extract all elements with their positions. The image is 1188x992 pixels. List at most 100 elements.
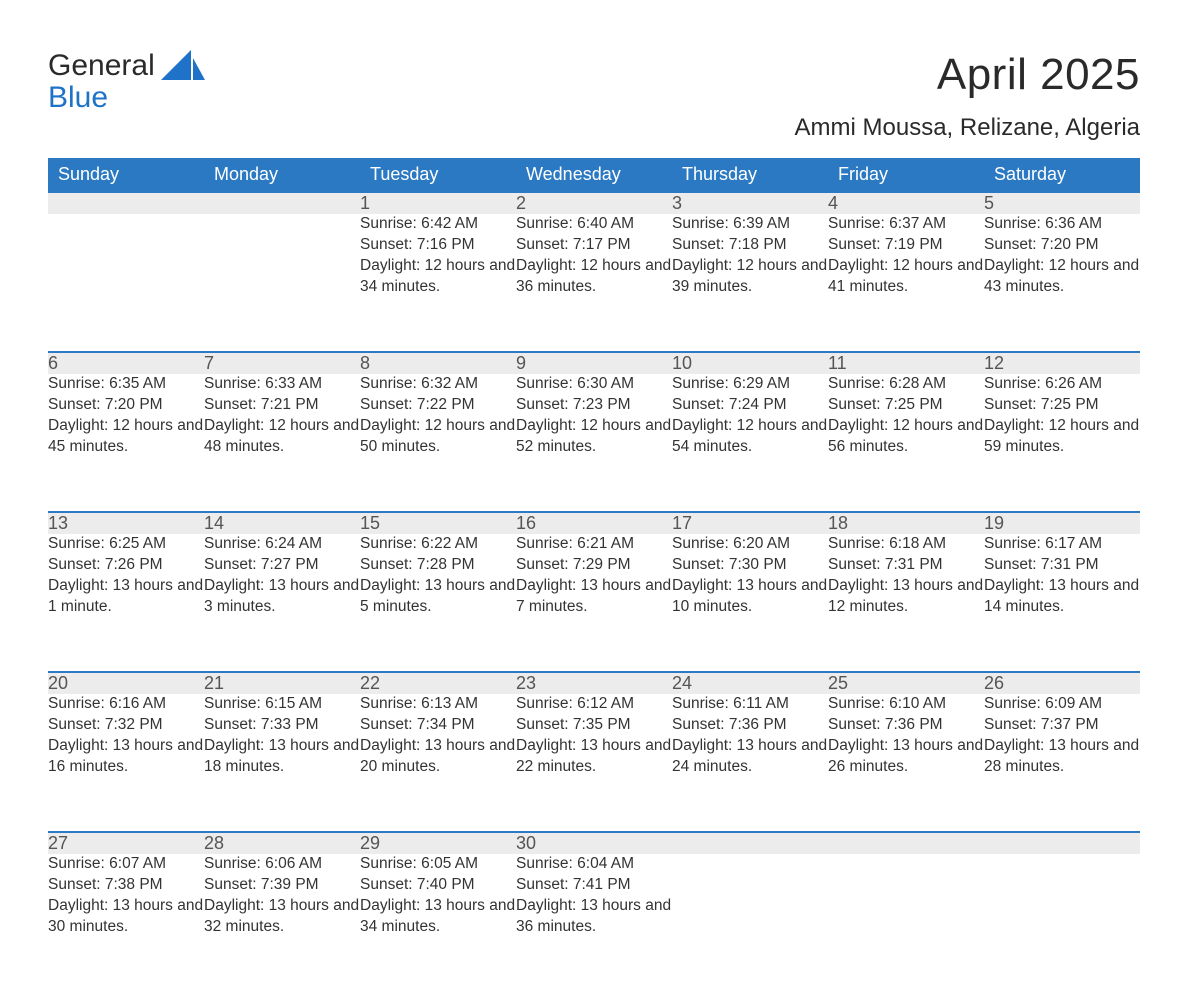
day-number-cell: 28: [204, 832, 360, 854]
day-data-cell: Sunrise: 6:22 AMSunset: 7:28 PMDaylight:…: [360, 534, 516, 672]
day-header: Sunday: [48, 158, 204, 192]
day-data-cell: Sunrise: 6:15 AMSunset: 7:33 PMDaylight:…: [204, 694, 360, 832]
sunrise-line: Sunrise: 6:10 AM: [828, 694, 984, 715]
day-number-cell: 1: [360, 192, 516, 214]
daylight-line: Daylight: 13 hours and 10 minutes.: [672, 576, 828, 618]
day-number-cell: [672, 832, 828, 854]
daylight-line: Daylight: 13 hours and 12 minutes.: [828, 576, 984, 618]
sunrise-line: Sunrise: 6:30 AM: [516, 374, 672, 395]
sunrise-line: Sunrise: 6:33 AM: [204, 374, 360, 395]
day-number-cell: 23: [516, 672, 672, 694]
day-data-cell: Sunrise: 6:40 AMSunset: 7:17 PMDaylight:…: [516, 214, 672, 352]
day-number-cell: 26: [984, 672, 1140, 694]
day-number-cell: 29: [360, 832, 516, 854]
day-data-cell: [828, 854, 984, 992]
sunset-line: Sunset: 7:36 PM: [672, 715, 828, 736]
day-data-cell: Sunrise: 6:28 AMSunset: 7:25 PMDaylight:…: [828, 374, 984, 512]
daylight-line: Daylight: 13 hours and 5 minutes.: [360, 576, 516, 618]
daylight-line: Daylight: 13 hours and 26 minutes.: [828, 736, 984, 778]
sunrise-line: Sunrise: 6:21 AM: [516, 534, 672, 555]
day-number-cell: 20: [48, 672, 204, 694]
day-number-cell: 19: [984, 512, 1140, 534]
sail-icon: [161, 50, 205, 80]
day-data-cell: Sunrise: 6:35 AMSunset: 7:20 PMDaylight:…: [48, 374, 204, 512]
sunrise-line: Sunrise: 6:20 AM: [672, 534, 828, 555]
week-daydata-row: Sunrise: 6:07 AMSunset: 7:38 PMDaylight:…: [48, 854, 1140, 992]
logo: General Blue: [48, 50, 205, 113]
daylight-line: Daylight: 12 hours and 54 minutes.: [672, 416, 828, 458]
day-data-cell: Sunrise: 6:17 AMSunset: 7:31 PMDaylight:…: [984, 534, 1140, 672]
day-number-cell: 9: [516, 352, 672, 374]
day-number-cell: 3: [672, 192, 828, 214]
sunrise-line: Sunrise: 6:39 AM: [672, 214, 828, 235]
day-data-cell: Sunrise: 6:05 AMSunset: 7:40 PMDaylight:…: [360, 854, 516, 992]
day-number-cell: 12: [984, 352, 1140, 374]
week-daynum-row: 20212223242526: [48, 672, 1140, 694]
sunset-line: Sunset: 7:31 PM: [984, 555, 1140, 576]
sunrise-line: Sunrise: 6:40 AM: [516, 214, 672, 235]
daylight-line: Daylight: 13 hours and 1 minute.: [48, 576, 204, 618]
day-number-cell: 8: [360, 352, 516, 374]
month-title: April 2025: [795, 50, 1140, 100]
sunset-line: Sunset: 7:40 PM: [360, 875, 516, 896]
week-daynum-row: 27282930: [48, 832, 1140, 854]
day-number-cell: 16: [516, 512, 672, 534]
daylight-line: Daylight: 13 hours and 30 minutes.: [48, 896, 204, 938]
sunrise-line: Sunrise: 6:32 AM: [360, 374, 516, 395]
day-data-cell: Sunrise: 6:07 AMSunset: 7:38 PMDaylight:…: [48, 854, 204, 992]
sunset-line: Sunset: 7:36 PM: [828, 715, 984, 736]
day-header: Tuesday: [360, 158, 516, 192]
day-data-cell: Sunrise: 6:26 AMSunset: 7:25 PMDaylight:…: [984, 374, 1140, 512]
sunset-line: Sunset: 7:23 PM: [516, 395, 672, 416]
day-number-cell: 7: [204, 352, 360, 374]
day-data-cell: Sunrise: 6:37 AMSunset: 7:19 PMDaylight:…: [828, 214, 984, 352]
day-data-cell: [48, 214, 204, 352]
day-data-cell: Sunrise: 6:06 AMSunset: 7:39 PMDaylight:…: [204, 854, 360, 992]
logo-word2: Blue: [48, 81, 108, 114]
daylight-line: Daylight: 13 hours and 16 minutes.: [48, 736, 204, 778]
day-number-cell: 14: [204, 512, 360, 534]
sunset-line: Sunset: 7:19 PM: [828, 235, 984, 256]
day-data-cell: [204, 214, 360, 352]
sunrise-line: Sunrise: 6:28 AM: [828, 374, 984, 395]
day-number-cell: 4: [828, 192, 984, 214]
logo-word1: General: [48, 49, 155, 82]
sunset-line: Sunset: 7:37 PM: [984, 715, 1140, 736]
sunset-line: Sunset: 7:32 PM: [48, 715, 204, 736]
sunset-line: Sunset: 7:33 PM: [204, 715, 360, 736]
sunrise-line: Sunrise: 6:25 AM: [48, 534, 204, 555]
daylight-line: Daylight: 12 hours and 45 minutes.: [48, 416, 204, 458]
sunset-line: Sunset: 7:16 PM: [360, 235, 516, 256]
sunrise-line: Sunrise: 6:35 AM: [48, 374, 204, 395]
calendar-table: SundayMondayTuesdayWednesdayThursdayFrid…: [48, 158, 1140, 992]
week-daydata-row: Sunrise: 6:35 AMSunset: 7:20 PMDaylight:…: [48, 374, 1140, 512]
day-data-cell: Sunrise: 6:24 AMSunset: 7:27 PMDaylight:…: [204, 534, 360, 672]
day-data-cell: Sunrise: 6:10 AMSunset: 7:36 PMDaylight:…: [828, 694, 984, 832]
daylight-line: Daylight: 12 hours and 48 minutes.: [204, 416, 360, 458]
day-number-cell: 2: [516, 192, 672, 214]
location: Ammi Moussa, Relizane, Algeria: [795, 114, 1140, 142]
day-data-cell: Sunrise: 6:13 AMSunset: 7:34 PMDaylight:…: [360, 694, 516, 832]
day-number-cell: [828, 832, 984, 854]
sunrise-line: Sunrise: 6:12 AM: [516, 694, 672, 715]
day-header: Wednesday: [516, 158, 672, 192]
day-number-cell: 24: [672, 672, 828, 694]
daylight-line: Daylight: 13 hours and 24 minutes.: [672, 736, 828, 778]
day-data-cell: Sunrise: 6:32 AMSunset: 7:22 PMDaylight:…: [360, 374, 516, 512]
title-block: April 2025 Ammi Moussa, Relizane, Algeri…: [795, 50, 1140, 152]
sunrise-line: Sunrise: 6:05 AM: [360, 854, 516, 875]
sunset-line: Sunset: 7:22 PM: [360, 395, 516, 416]
week-daydata-row: Sunrise: 6:25 AMSunset: 7:26 PMDaylight:…: [48, 534, 1140, 672]
day-data-cell: Sunrise: 6:09 AMSunset: 7:37 PMDaylight:…: [984, 694, 1140, 832]
sunset-line: Sunset: 7:31 PM: [828, 555, 984, 576]
sunrise-line: Sunrise: 6:04 AM: [516, 854, 672, 875]
daylight-line: Daylight: 12 hours and 39 minutes.: [672, 256, 828, 298]
day-number-cell: 25: [828, 672, 984, 694]
sunrise-line: Sunrise: 6:11 AM: [672, 694, 828, 715]
sunset-line: Sunset: 7:25 PM: [828, 395, 984, 416]
day-number-cell: 18: [828, 512, 984, 534]
day-data-cell: Sunrise: 6:04 AMSunset: 7:41 PMDaylight:…: [516, 854, 672, 992]
day-data-cell: Sunrise: 6:25 AMSunset: 7:26 PMDaylight:…: [48, 534, 204, 672]
sunset-line: Sunset: 7:20 PM: [48, 395, 204, 416]
daylight-line: Daylight: 12 hours and 34 minutes.: [360, 256, 516, 298]
